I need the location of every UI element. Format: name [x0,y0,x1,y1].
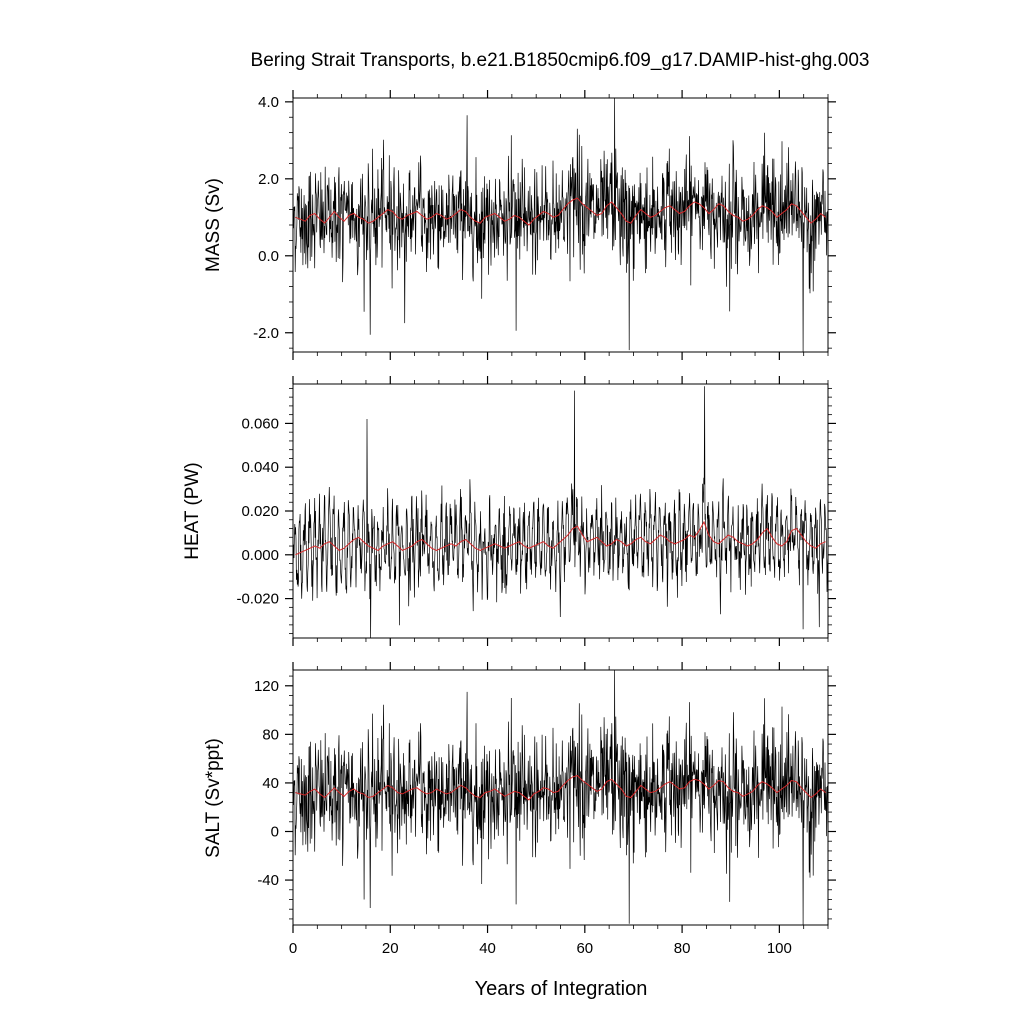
mass-monthly-line [292,97,829,353]
heat-panel: -0.020 0.000 0.020 0.040 0.060 HEAT (PW) [182,376,836,646]
salt-monthly-line [292,669,829,926]
salt-y-tick-label: 40 [262,775,279,792]
x-tick-label: 20 [382,940,399,957]
heat-y-tick-label: 0.000 [241,547,279,564]
heat-monthly-line [292,386,829,639]
mass-y-tick-label: 0.0 [258,248,279,265]
heat-y-tick-label: 0.040 [241,459,279,476]
mass-y-tick-label: 2.0 [258,171,279,188]
mass-red-series [295,197,826,226]
heat-y-tick-label: 0.060 [241,415,279,432]
mass-black-series [292,97,829,353]
heat-annual-mean-line [295,520,826,556]
salt-y-tick-label: 120 [254,678,279,695]
salt-panel: 0 20 40 60 80 100 -40 0 40 80 120 SALT (Sv*ppt) [203,662,836,957]
x-axis-title: Years of Integration [475,978,648,1000]
salt-y-tick-label: 80 [262,726,279,743]
salt-black-series [292,669,829,926]
heat-red-series [295,520,826,556]
mass-y-axis-title: MASS (Sv) [203,178,224,272]
mass-annual-mean-line [295,197,826,226]
mass-panel: -2.0 0.0 2.0 4.0 MASS (Sv) [203,90,836,360]
heat-y-tick-label: -0.020 [236,591,279,608]
mass-y-tick-label: -2.0 [253,325,279,342]
salt-y-tick-label: 0 [271,824,279,841]
salt-annual-mean-line [295,775,826,801]
x-tick-label: 60 [576,940,593,957]
chart-title: Bering Strait Transports, b.e21.B1850cmi… [251,50,870,71]
heat-ticks: -0.020 0.000 0.020 0.040 0.060 [236,376,836,646]
x-tick-label: 100 [767,940,792,957]
salt-ticks: 0 20 40 60 80 100 -40 0 40 80 120 [254,662,836,957]
heat-y-axis-title: HEAT (PW) [182,462,203,559]
x-tick-label: 0 [289,940,297,957]
mass-y-tick-label: 4.0 [258,94,279,111]
salt-y-tick-label: -40 [257,872,279,889]
salt-red-series [295,775,826,801]
x-tick-label: 40 [479,940,496,957]
mass-ticks: -2.0 0.0 2.0 4.0 [253,90,836,360]
heat-black-series [292,386,829,639]
x-tick-label: 80 [674,940,691,957]
heat-y-tick-label: 0.020 [241,503,279,520]
salt-y-axis-title: SALT (Sv*ppt) [203,738,224,858]
